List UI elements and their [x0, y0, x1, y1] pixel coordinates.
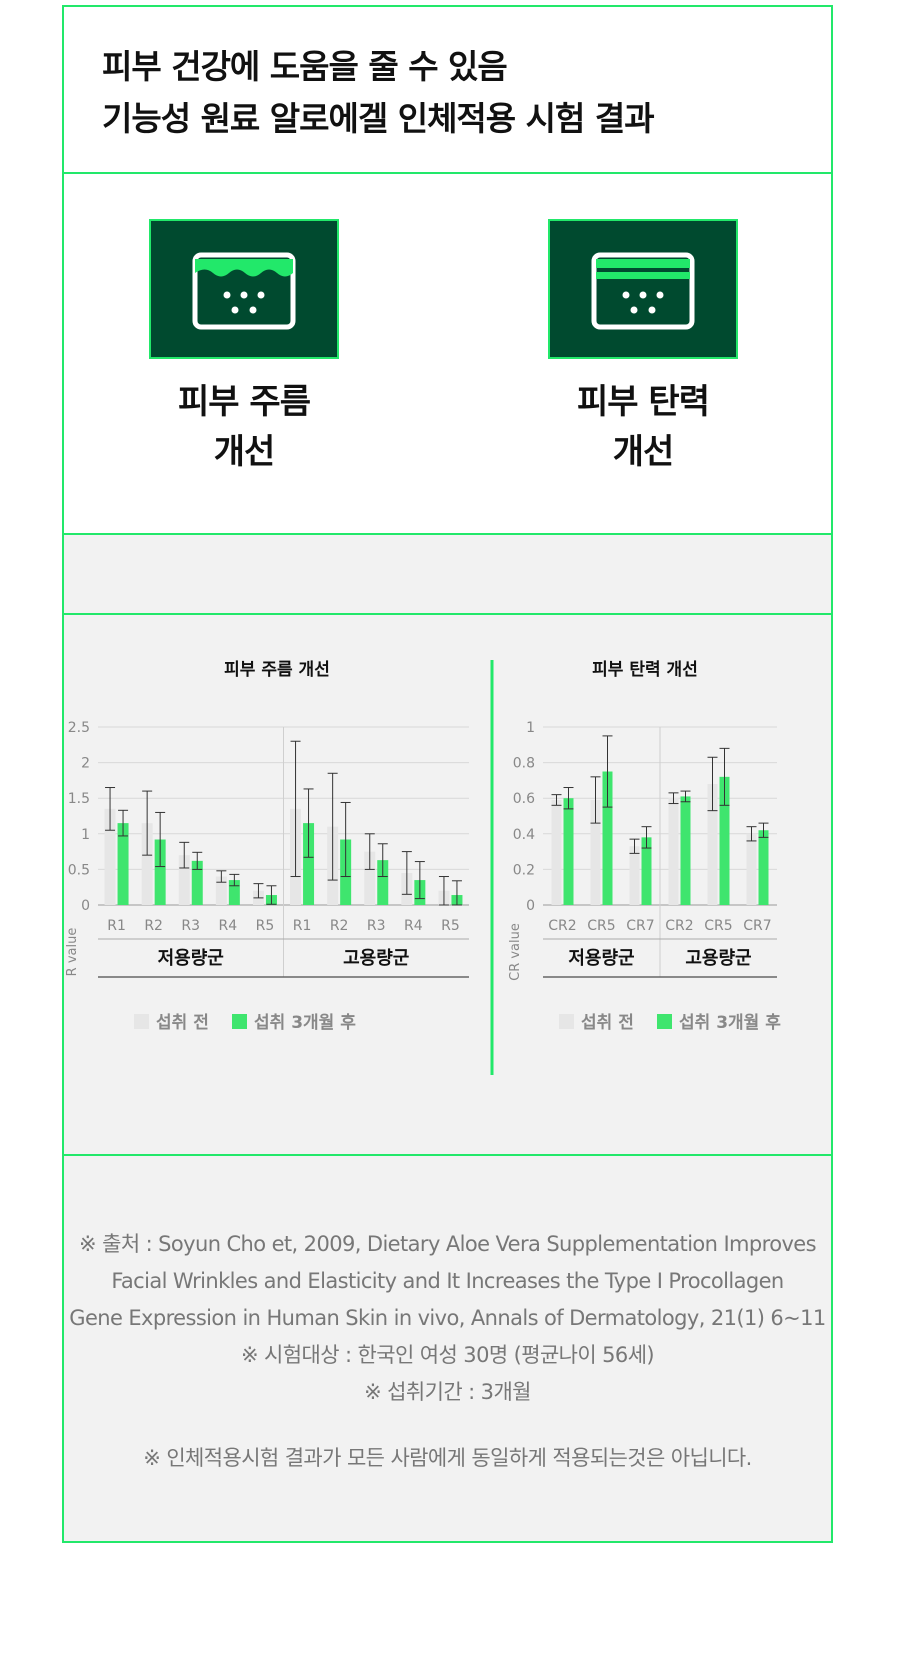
page-title: 피부 건강에 도움을 줄 수 있음 기능성 원료 알로에겔 인체적용 시험 결과 — [102, 41, 655, 145]
legend-label-after: 섭취 3개월 후 — [679, 1012, 781, 1033]
category-label: CR5 — [704, 918, 732, 934]
group-label: 저용량군 — [158, 948, 224, 969]
title-line-2: 기능성 원료 알로에겔 인체적용 시험 결과 — [102, 99, 655, 138]
y-tick-label: 1 — [526, 720, 535, 736]
y-tick-label: 0.6 — [513, 791, 535, 807]
bar-after — [602, 771, 613, 905]
bar-before — [590, 799, 601, 905]
reference-line-2: Facial Wrinkles and Elasticity and It In… — [111, 1269, 784, 1293]
bar-before — [629, 846, 640, 905]
bar-after — [117, 823, 129, 905]
reference-line-3: Gene Expression in Human Skin in vivo, A… — [69, 1306, 826, 1330]
y-tick-label: 0 — [526, 898, 535, 914]
duration-info: ※ 섭취기간 : 3개월 — [364, 1380, 531, 1404]
bar-before — [364, 851, 376, 905]
legend-label-before: 섭취 전 — [156, 1012, 209, 1033]
charts-svg: 피부 주름 개선 2.5 2 1.5 1 0.5 0 저용량군 R1 R2 R3 R4 R5 고용량군 R1… — [65, 660, 781, 1075]
subject-info: ※ 시험대상 : 한국인 여성 30명 (평균나이 56세) — [240, 1343, 655, 1367]
chart-section: 피부 주름 개선 2.5 2 1.5 1 0.5 0 저용량군 R1 R2 R3 R4 R5 고용량군 R1… — [62, 613, 833, 1156]
category-label: CR2 — [548, 918, 576, 934]
bar-before — [707, 783, 718, 905]
reference-section: ※ 출처 : Soyun Cho et, 2009, Dietary Aloe … — [62, 1154, 833, 1543]
y-tick-label: 0.4 — [513, 827, 535, 843]
feature-elasticity-label-2: 개선 — [612, 432, 675, 472]
feature-wrinkle-label-2: 개선 — [213, 432, 276, 472]
y-tick-label: 0.5 — [68, 862, 90, 878]
y-tick-label: 0.2 — [513, 862, 535, 878]
bar-after — [641, 837, 652, 905]
category-label: CR7 — [626, 918, 654, 934]
y-axis-label: CR value — [508, 923, 523, 981]
feature-elasticity-label-1: 피부 탄력 — [577, 382, 710, 422]
y-tick-label: 1 — [81, 827, 90, 843]
feature-elasticity-label: 피부 탄력 개선 — [548, 377, 738, 477]
y-tick-label: 0.8 — [513, 756, 535, 772]
bar-after — [303, 823, 315, 905]
feature-elasticity: 피부 탄력 개선 — [548, 219, 738, 477]
chart-title: 피부 탄력 개선 — [592, 660, 698, 680]
bar-after — [680, 796, 691, 905]
category-label: R3 — [181, 918, 200, 934]
skin-elasticity-icon — [548, 219, 738, 359]
category-label: R1 — [293, 918, 312, 934]
category-label: R5 — [441, 918, 460, 934]
legend-swatch-before — [134, 1014, 149, 1029]
bar-after — [563, 798, 574, 905]
legend-swatch-before — [559, 1014, 574, 1029]
legend-label-after: 섭취 3개월 후 — [254, 1012, 356, 1033]
feature-section: 피부 주름 개선 피부 탄력 개선 — [62, 172, 833, 535]
bar-after — [191, 860, 203, 905]
legend-swatch-after — [657, 1014, 672, 1029]
y-tick-label: 0 — [81, 898, 90, 914]
disclaimer-note: ※ 인체적용시험 결과가 모든 사람에게 동일하게 적용되는것은 아닙니다. — [143, 1446, 752, 1470]
y-tick-label: 2 — [81, 756, 90, 772]
feature-wrinkle: 피부 주름 개선 — [149, 219, 339, 477]
category-label: R4 — [404, 918, 423, 934]
category-label: R3 — [367, 918, 386, 934]
group-label: 고용량군 — [685, 948, 751, 969]
bar-after — [154, 839, 166, 905]
bar-after — [377, 860, 389, 905]
category-label: CR5 — [587, 918, 615, 934]
spacer-panel — [62, 533, 833, 615]
bar-before — [746, 833, 757, 905]
y-tick-label: 1.5 — [68, 791, 90, 807]
chart-title: 피부 주름 개선 — [224, 660, 330, 680]
category-label: R2 — [330, 918, 349, 934]
category-label: R1 — [107, 918, 126, 934]
bar-after — [758, 830, 769, 905]
bar-before — [668, 798, 679, 905]
category-label: R4 — [219, 918, 238, 934]
group-label: 고용량군 — [343, 948, 409, 969]
bar-before — [141, 823, 153, 905]
skin-wrinkle-icon — [149, 219, 339, 359]
group-label: 저용량군 — [568, 948, 634, 969]
bar-before — [551, 799, 562, 905]
bar-after — [719, 776, 730, 905]
category-label: R2 — [144, 918, 163, 934]
y-tick-label: 2.5 — [68, 720, 90, 736]
bar-before — [178, 855, 190, 905]
y-axis-label: R value — [65, 928, 80, 977]
category-label: CR2 — [665, 918, 693, 934]
legend-swatch-after — [232, 1014, 247, 1029]
bar-after — [228, 880, 240, 905]
title-line-1: 피부 건강에 도움을 줄 수 있음 — [102, 47, 508, 86]
reference-line-1: ※ 출처 : Soyun Cho et, 2009, Dietary Aloe … — [79, 1232, 817, 1256]
title-section: 피부 건강에 도움을 줄 수 있음 기능성 원료 알로에겔 인체적용 시험 결과 — [62, 5, 833, 174]
bar-before — [104, 808, 116, 905]
bar-before — [215, 876, 227, 905]
feature-wrinkle-label-1: 피부 주름 — [178, 382, 311, 422]
category-label: R5 — [256, 918, 275, 934]
category-label: CR7 — [743, 918, 771, 934]
feature-wrinkle-label: 피부 주름 개선 — [149, 377, 339, 477]
legend-label-before: 섭취 전 — [581, 1012, 634, 1033]
